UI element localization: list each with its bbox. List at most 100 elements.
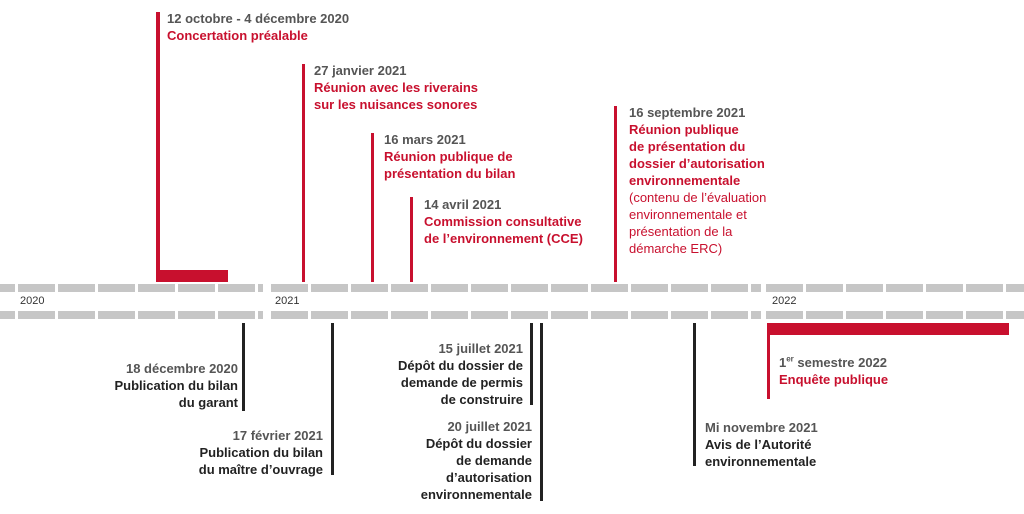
event-date: 20 juillet 2021 (447, 419, 532, 434)
axis-segment (471, 311, 508, 319)
event-title-line: Publication du bilan (199, 445, 324, 460)
event-date: 1er semestre 2022 (779, 354, 888, 371)
axis-segment (711, 284, 748, 292)
event-title-line: Réunion publique (629, 122, 739, 137)
event-title-line: d’autorisation (446, 470, 532, 485)
axis-segment (311, 311, 348, 319)
event-date: 16 mars 2021 (384, 132, 466, 147)
event-date: 14 avril 2021 (424, 197, 502, 212)
event-note-line: environnementale et (629, 207, 747, 222)
event-date: Mi novembre 2021 (705, 420, 818, 435)
event-avis-ae: Mi novembre 2021 Avis de l’Autorité envi… (705, 419, 818, 470)
axis-segment (671, 284, 708, 292)
axis-segment (178, 311, 215, 319)
event-title-line: de demande (456, 453, 532, 468)
axis-segment (218, 284, 255, 292)
event-title-line: dossier d’autorisation (629, 156, 765, 171)
bar-concertation (156, 270, 228, 282)
axis-segment (258, 284, 263, 292)
axis-segment (751, 284, 761, 292)
axis-segment (271, 284, 308, 292)
event-date-ordinal: 1 (779, 355, 787, 370)
axis-segment (18, 284, 55, 292)
axis-segment (138, 284, 175, 292)
axis-segment (18, 311, 55, 319)
axis-segment (631, 284, 668, 292)
axis-segment (351, 284, 388, 292)
event-reunion-dae: 16 septembre 2021 Réunion publique de pr… (629, 104, 766, 257)
event-title-line: sur les nuisances sonores (314, 97, 478, 112)
year-label-2022: 2022 (772, 295, 797, 307)
axis-segment (0, 284, 15, 292)
event-title-line: Réunion avec les riverains (314, 80, 479, 95)
axis-segment (218, 311, 255, 319)
axis-segment (551, 284, 588, 292)
axis-segment (926, 284, 963, 292)
event-title-line: de présentation du (629, 139, 746, 154)
axis-segment (98, 311, 135, 319)
event-date-ordinal-suffix: er (786, 354, 794, 364)
axis-segment (591, 284, 628, 292)
axis-segment (258, 311, 263, 319)
event-title-line: du garant (178, 395, 238, 410)
axis-segment (1006, 284, 1024, 292)
event-date-rest: semestre 2022 (793, 355, 888, 370)
event-cce: 14 avril 2021 Commission consultative de… (424, 196, 583, 247)
axis-segment (311, 284, 348, 292)
event-title-line: de construire (440, 392, 523, 407)
connector-avis-ae (693, 323, 696, 466)
connector-reunion-bilan (371, 133, 374, 282)
axis-segment (511, 311, 548, 319)
event-dae: 20 juillet 2021 Dépôt du dossier de dema… (421, 418, 532, 503)
event-title-line: demande de permis (400, 375, 523, 390)
event-note-line: présentation de la (629, 224, 733, 239)
axis-segment (966, 284, 1003, 292)
axis-segment (511, 284, 548, 292)
axis-segment (886, 311, 923, 319)
event-date: 18 décembre 2020 (125, 361, 238, 376)
axis-segment (178, 284, 215, 292)
year-label-2021: 2021 (275, 295, 300, 307)
axis-segment (351, 311, 388, 319)
event-title-line: Enquête publique (779, 372, 889, 387)
axis-segment (806, 284, 843, 292)
connector-concertation (156, 12, 160, 282)
event-date: 15 juillet 2021 (438, 341, 523, 356)
connector-reunion-riverains (302, 64, 305, 282)
axis-segment (631, 311, 668, 319)
axis-segment (58, 284, 95, 292)
axis-segment (966, 311, 1003, 319)
axis-segments (0, 284, 1024, 319)
connector-cce (410, 197, 413, 282)
axis-segment (671, 311, 708, 319)
axis-segment (551, 311, 588, 319)
event-title-line: Commission consultative (424, 214, 582, 229)
connector-dae (540, 323, 543, 501)
axis-segment (0, 311, 15, 319)
axis-segment (58, 311, 95, 319)
axis-segment (138, 311, 175, 319)
event-title-line: Publication du bilan (114, 378, 239, 393)
axis-segment (711, 311, 748, 319)
event-title-line: Dépôt du dossier (425, 436, 532, 451)
event-bilan-garant: 18 décembre 2020 Publication du bilan du… (115, 360, 239, 411)
axis-segment (431, 311, 468, 319)
axis-segment (766, 284, 803, 292)
axis-segment (751, 311, 761, 319)
event-title-line: présentation du bilan (384, 166, 516, 181)
event-enquete: 1er semestre 2022 Enquête publique (779, 354, 888, 388)
event-note-line: démarche ERC) (629, 241, 723, 256)
axis-segment (471, 284, 508, 292)
event-reunion-bilan: 16 mars 2021 Réunion publique de présent… (384, 131, 515, 182)
event-title-line: du maître d’ouvrage (198, 462, 323, 477)
axis-segment (806, 311, 843, 319)
connector-bilan-moa (331, 323, 334, 475)
event-title-line: Réunion publique de (384, 149, 513, 164)
axis-segment (1006, 311, 1024, 319)
event-date: 16 septembre 2021 (629, 105, 746, 120)
axis-segment (391, 284, 428, 292)
event-reunion-riverains: 27 janvier 2021 Réunion avec les riverai… (314, 62, 478, 113)
connector-bilan-garant (242, 323, 245, 411)
event-concertation: 12 octobre - 4 décembre 2020 Concertatio… (167, 10, 349, 44)
